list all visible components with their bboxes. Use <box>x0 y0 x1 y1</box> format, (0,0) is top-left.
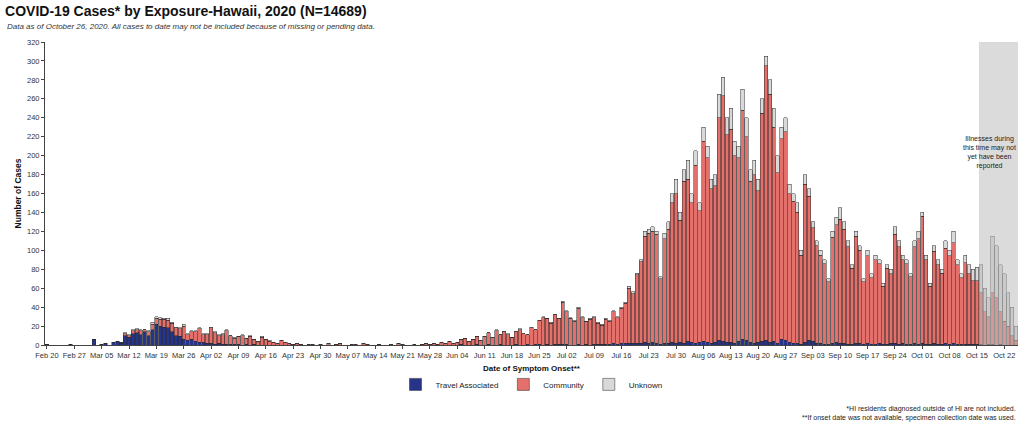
svg-text:80: 80 <box>31 265 39 274</box>
svg-text:Apr 16: Apr 16 <box>255 351 277 360</box>
svg-text:Oct 08: Oct 08 <box>939 351 961 360</box>
svg-text:280: 280 <box>27 76 40 85</box>
svg-text:40: 40 <box>31 303 39 312</box>
svg-text:May 28: May 28 <box>418 351 443 360</box>
svg-text:Number of Cases: Number of Cases <box>13 158 23 228</box>
svg-text:Jul 30: Jul 30 <box>666 351 686 360</box>
svg-text:Feb 27: Feb 27 <box>63 351 86 360</box>
svg-text:Apr 30: Apr 30 <box>309 351 331 360</box>
svg-text:Community: Community <box>543 381 583 390</box>
svg-text:Oct 01: Oct 01 <box>911 351 933 360</box>
svg-text:Data as of October 26, 2020. A: Data as of October 26, 2020. All cases t… <box>7 22 375 31</box>
svg-text:Sep 17: Sep 17 <box>856 351 880 360</box>
svg-text:220: 220 <box>27 132 40 141</box>
svg-text:Mar 19: Mar 19 <box>145 351 168 360</box>
svg-text:Jul 02: Jul 02 <box>557 351 577 360</box>
svg-text:Aug 13: Aug 13 <box>719 351 743 360</box>
svg-text:Sep 10: Sep 10 <box>828 351 852 360</box>
svg-text:Jun 25: Jun 25 <box>528 351 551 360</box>
svg-text:Oct 22: Oct 22 <box>993 351 1015 360</box>
svg-text:120: 120 <box>27 227 40 236</box>
svg-text:Apr 23: Apr 23 <box>282 351 304 360</box>
svg-text:Date of Symptom Onset**: Date of Symptom Onset** <box>483 364 581 373</box>
svg-text:Jun 18: Jun 18 <box>501 351 524 360</box>
svg-text:100: 100 <box>27 246 40 255</box>
svg-text:COVID-19 Cases* by Exposure-Ha: COVID-19 Cases* by Exposure-Hawaii, 2020… <box>5 3 366 19</box>
svg-text:Sep 03: Sep 03 <box>801 351 825 360</box>
svg-text:Mar 12: Mar 12 <box>117 351 140 360</box>
svg-text:20: 20 <box>31 322 39 331</box>
svg-text:*HI residents diagnosed outsid: *HI residents diagnosed outside of HI ar… <box>802 405 1016 422</box>
svg-text:Mar 05: Mar 05 <box>90 351 113 360</box>
svg-text:Aug 27: Aug 27 <box>774 351 798 360</box>
svg-text:Oct 15: Oct 15 <box>966 351 988 360</box>
svg-text:Feb 20: Feb 20 <box>35 351 58 360</box>
svg-text:May 21: May 21 <box>390 351 415 360</box>
svg-text:Jun 11: Jun 11 <box>474 351 496 360</box>
svg-text:Jul 09: Jul 09 <box>584 351 604 360</box>
svg-text:180: 180 <box>27 170 40 179</box>
svg-text:320: 320 <box>27 38 40 47</box>
svg-text:60: 60 <box>31 284 39 293</box>
svg-text:Aug 06: Aug 06 <box>692 351 716 360</box>
svg-text:240: 240 <box>27 113 40 122</box>
svg-text:Illnesses duringthis time may: Illnesses duringthis time may notyet hav… <box>963 135 1016 170</box>
svg-text:May 14: May 14 <box>363 351 388 360</box>
svg-text:160: 160 <box>27 189 40 198</box>
svg-text:300: 300 <box>27 57 40 66</box>
svg-text:200: 200 <box>27 151 40 160</box>
svg-text:Apr 09: Apr 09 <box>227 351 249 360</box>
svg-text:Travel Associated: Travel Associated <box>436 381 499 390</box>
svg-text:Aug 20: Aug 20 <box>746 351 770 360</box>
svg-text:0: 0 <box>35 341 39 350</box>
svg-text:260: 260 <box>27 94 40 103</box>
svg-text:140: 140 <box>27 208 40 217</box>
svg-text:Mar 26: Mar 26 <box>172 351 195 360</box>
svg-text:Sep 24: Sep 24 <box>883 351 907 360</box>
svg-text:Apr 02: Apr 02 <box>200 351 222 360</box>
svg-text:May 07: May 07 <box>336 351 361 360</box>
svg-text:Unknown: Unknown <box>629 381 662 390</box>
svg-text:Jul 23: Jul 23 <box>639 351 659 360</box>
svg-text:Jul 16: Jul 16 <box>611 351 631 360</box>
svg-text:Jun 04: Jun 04 <box>446 351 469 360</box>
